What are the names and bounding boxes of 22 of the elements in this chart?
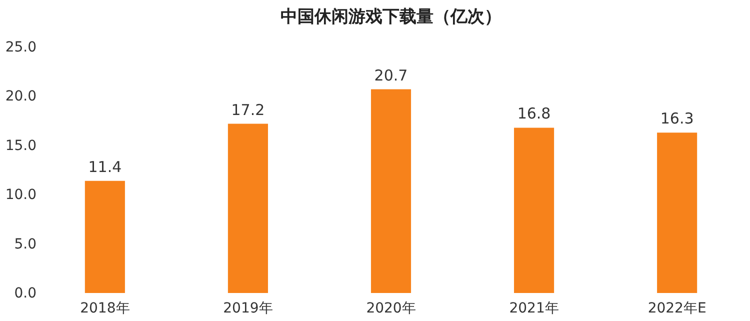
x-tick-label: 2019年 — [223, 300, 273, 316]
y-tick-label: 15.0 — [5, 138, 36, 154]
y-tick-label: 5.0 — [14, 236, 36, 252]
bar — [514, 128, 554, 293]
data-label: 20.7 — [374, 66, 408, 84]
bar — [657, 132, 698, 293]
y-tick-label: 25.0 — [5, 40, 36, 56]
y-tick-label: 20.0 — [5, 88, 36, 105]
data-label: 17.2 — [231, 100, 265, 119]
x-tick-label: 2020年 — [366, 300, 416, 316]
data-label: 11.4 — [88, 158, 122, 176]
x-tick-label: 2021年 — [509, 300, 559, 316]
x-tick-label: 2018年 — [80, 300, 130, 316]
bar — [84, 180, 125, 293]
y-tick-label: 0.0 — [14, 286, 36, 302]
bar — [228, 124, 268, 293]
data-label: 16.8 — [517, 104, 551, 123]
y-tick-label: 10.0 — [5, 187, 36, 204]
bar — [370, 89, 412, 293]
data-label: 16.3 — [660, 110, 694, 128]
chart-title: 中国休闲游戏下载量（亿次） — [280, 7, 502, 27]
x-tick-label: 2022年E — [648, 300, 706, 316]
